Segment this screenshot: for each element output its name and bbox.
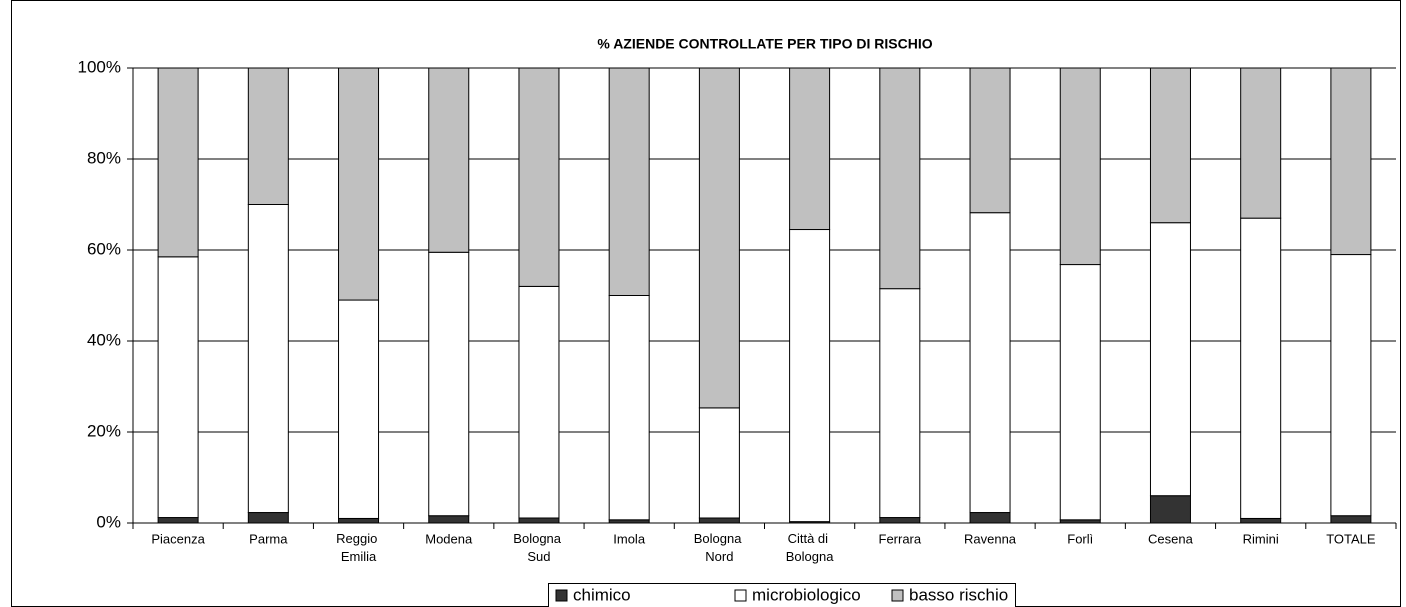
bar-segment [428,515,470,524]
legend-swatch [734,589,747,602]
bar-segment [969,512,1011,524]
bar-segment [428,67,470,253]
bar-segment [247,512,289,524]
bar-segment [1149,67,1191,224]
y-tick-label: 60% [87,239,121,258]
bar-segment [1240,67,1282,219]
x-tick-label: Bologna Sud [513,531,564,564]
y-tick-label: 0% [96,512,121,531]
x-tick-label: Piacenza [151,531,205,546]
legend-label: basso rischio [909,585,1008,604]
x-tick-label: Ferrara [879,531,922,546]
x-tick-label: Forlì [1067,531,1093,546]
bar-segment [969,212,1011,514]
bar-segment [698,407,740,519]
legend-label: microbiologico [752,585,861,604]
bar-segment [1330,67,1372,256]
bar-segment [1240,217,1282,519]
bar-segment [338,517,380,524]
bar-segment [247,67,289,205]
bar-segment [608,67,650,296]
x-tick-label: Città di Bologna [786,531,834,564]
bar-segment [1330,254,1372,517]
bar-segment [969,67,1011,214]
bar-segment [879,517,921,524]
bar-segment [247,204,289,514]
x-tick-label: Rimini [1243,531,1279,546]
x-tick-label: Bologna Nord [694,531,745,564]
bar-segment [1059,67,1101,266]
x-tick-label: Parma [249,531,288,546]
bar-segment [1330,515,1372,524]
legend-label: chimico [573,585,631,604]
bar-segment [157,256,199,519]
bar-segment [338,67,380,301]
x-tick-label: Imola [613,531,646,546]
bar-segment [1149,495,1191,524]
chart-title: % AZIENDE CONTROLLATE PER TIPO DI RISCHI… [597,36,932,52]
x-tick-label: TOTALE [1326,531,1376,546]
y-tick-label: 80% [87,148,121,167]
bar-segment [1240,517,1282,524]
bar-segment [789,67,831,231]
y-tick-label: 20% [87,421,121,440]
bar-segment [698,517,740,524]
legend-swatch [555,589,568,602]
bar-segment [698,67,740,409]
bar-segment [518,285,560,519]
bar-segment [879,67,921,290]
bar-segment [157,517,199,524]
bar-segment [518,517,560,524]
bar-segment [608,295,650,521]
bar-segment [338,299,380,519]
bar-segment [157,67,199,258]
x-tick-label: Ravenna [964,531,1017,546]
x-tick-label: Cesena [1148,531,1194,546]
bar-segment [1149,222,1191,497]
y-tick-label: 40% [87,330,121,349]
legend-swatch [891,589,904,602]
bar-segment [879,288,921,519]
x-tick-label: Modena [425,531,473,546]
bar-segment [518,67,560,287]
x-tick-label: Reggio Emilia [336,531,381,564]
bar-segment [1059,264,1101,521]
y-tick-label: 100% [78,57,121,76]
bar-segment [428,251,470,517]
bar-segment [789,229,831,523]
